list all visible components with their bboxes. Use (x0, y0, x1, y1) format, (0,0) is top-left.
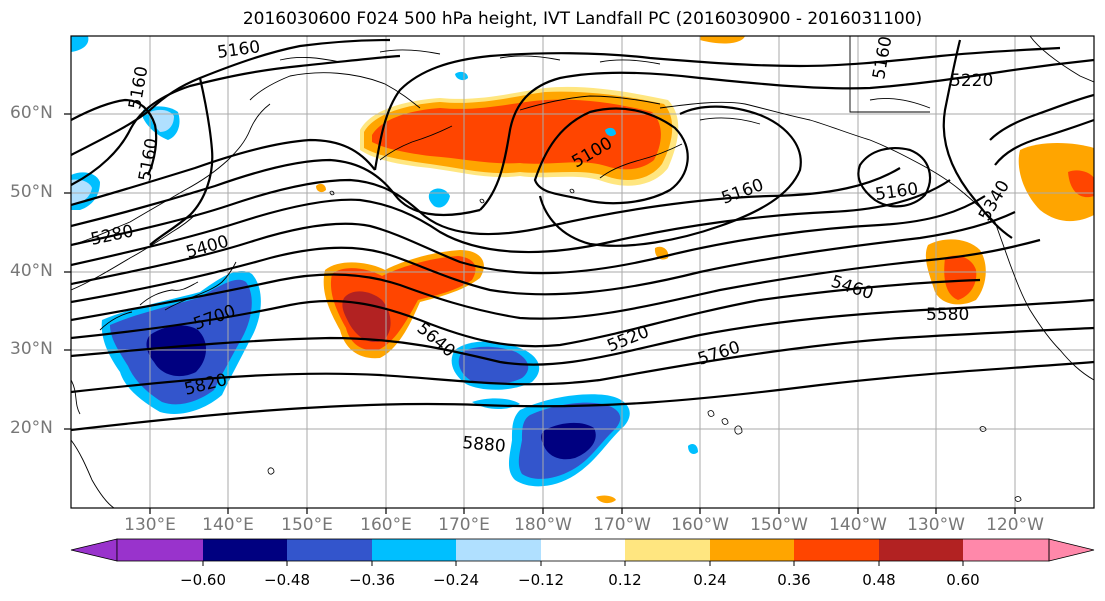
colorbar-segment (541, 539, 625, 561)
colorbar-segment (456, 539, 541, 561)
contour-label: 5880 (462, 433, 507, 457)
lon-label: 170°W (593, 515, 651, 535)
colorbar-tick-label: 0.24 (693, 571, 727, 589)
colorbar-segment (625, 539, 710, 561)
lat-label: 60°N (10, 103, 53, 123)
lat-lon-grid (71, 36, 1094, 508)
colorbar-extend-low (70, 538, 118, 562)
colorbar-segment (710, 539, 794, 561)
height-contours (71, 38, 1094, 432)
colorbar-tick-label: 0.48 (862, 571, 896, 589)
contour-label: 5580 (926, 305, 969, 325)
lat-label: 30°N (10, 339, 53, 359)
colorbar-segment (794, 539, 879, 561)
colorbar-tick-label: −0.12 (518, 571, 564, 589)
colorbar-tick-label: 0.12 (608, 571, 642, 589)
colorbar-segment (879, 539, 963, 561)
ivt-negative-hawaii (508, 394, 630, 487)
coastlines (71, 36, 1094, 508)
lon-label: 170°E (438, 515, 490, 535)
axis-ticks (64, 113, 1016, 514)
ivt-positive-pacific-northwest (1018, 143, 1094, 222)
islands (267, 188, 1022, 502)
colorbar-tick-label: 0.36 (777, 571, 811, 589)
colorbar-segment (287, 539, 372, 561)
lon-label: 130°W (907, 515, 965, 535)
colorbar-tick-label: −0.24 (433, 571, 479, 589)
lon-label: 140°W (829, 515, 887, 535)
colorbar-segment (372, 539, 456, 561)
colorbar-segment (117, 539, 203, 561)
map-title: 2016030600 F024 500 hPa height, IVT Land… (242, 9, 923, 29)
lon-label: 150°E (281, 515, 333, 535)
lon-label: 160°W (671, 515, 729, 535)
lon-label: 130°E (124, 515, 176, 535)
colorbar-tick-label: −0.36 (349, 571, 395, 589)
lon-label: 180°W (514, 515, 572, 535)
colorbar-tick-label: −0.48 (264, 571, 310, 589)
lon-label: 150°W (750, 515, 808, 535)
ivt-positive-north-pacific (360, 86, 679, 186)
lat-label: 40°N (10, 261, 53, 281)
lon-label: 120°W (986, 515, 1044, 535)
lon-label: 160°E (360, 515, 412, 535)
colorbar-extend-high (1048, 538, 1095, 562)
colorbar-tick-label: 0.60 (946, 571, 980, 589)
colorbar-tick-label: −0.60 (180, 571, 226, 589)
lon-label: 140°E (202, 515, 254, 535)
lat-label: 50°N (10, 182, 53, 202)
colorbar (70, 538, 1095, 566)
contour-label: 5220 (950, 71, 993, 91)
colorbar-segment (203, 539, 287, 561)
lat-label: 20°N (10, 418, 53, 438)
colorbar-segment (963, 539, 1049, 561)
